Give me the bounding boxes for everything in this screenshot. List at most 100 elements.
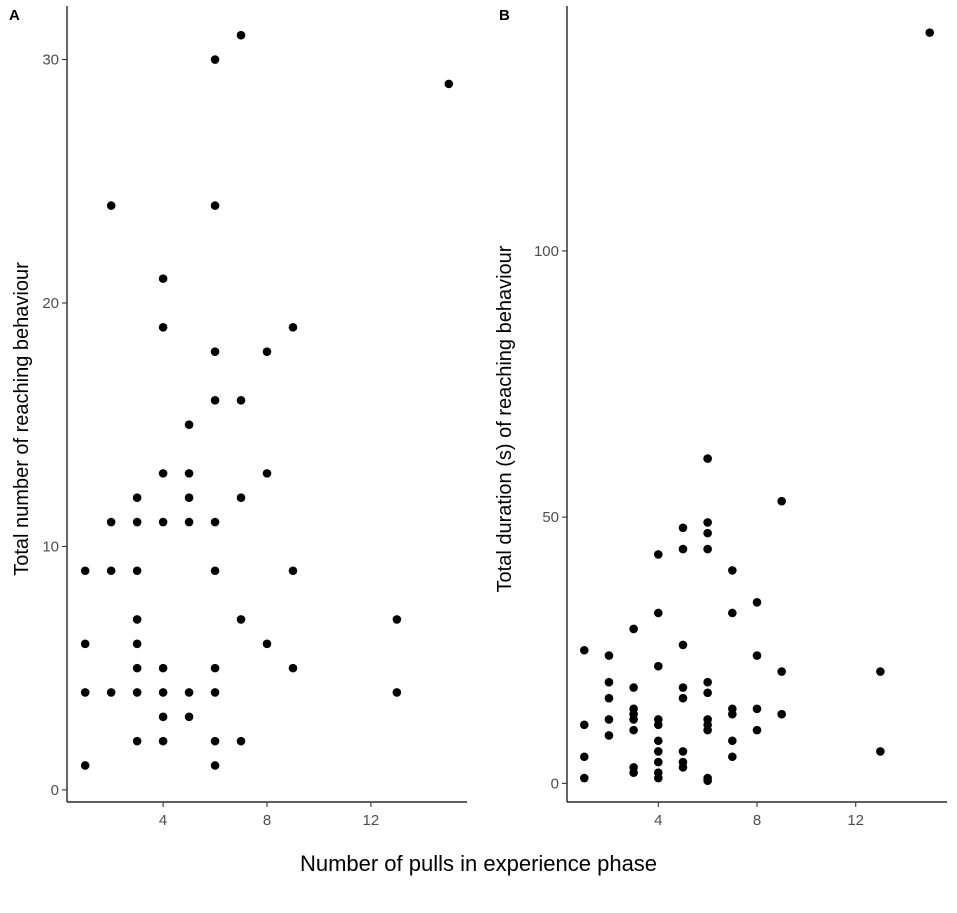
data-point <box>106 566 116 576</box>
data-point <box>653 550 663 559</box>
data-point <box>703 773 712 783</box>
data-point <box>777 667 786 676</box>
data-point <box>210 761 220 770</box>
data-point <box>728 736 737 746</box>
data-point <box>158 712 168 722</box>
x-tick-label: 4 <box>159 812 167 829</box>
data-point <box>132 639 142 649</box>
data-point <box>184 688 194 697</box>
data-point <box>80 566 90 576</box>
data-point <box>678 640 688 650</box>
data-point <box>236 493 246 503</box>
data-point <box>236 615 246 624</box>
data-point <box>80 761 90 770</box>
data-point <box>106 201 116 210</box>
data-point <box>728 752 737 762</box>
data-point <box>703 544 712 554</box>
data-point <box>392 615 402 624</box>
data-point <box>210 517 220 527</box>
data-point <box>604 693 614 703</box>
panel-b: B 4 8 12 0 50 100 Total duration (s) of reachin… <box>494 6 947 829</box>
data-point <box>236 396 246 405</box>
data-point <box>728 608 737 618</box>
x-tick-label: 12 <box>847 812 864 829</box>
data-point <box>876 747 885 756</box>
data-point <box>604 731 614 740</box>
data-point <box>132 566 142 576</box>
data-point <box>184 420 194 429</box>
data-point <box>728 704 737 714</box>
data-point <box>752 725 762 735</box>
data-point <box>579 752 589 762</box>
data-point <box>678 523 688 533</box>
data-point <box>629 683 638 692</box>
data-point <box>629 624 638 634</box>
data-point <box>876 667 885 676</box>
data-point <box>579 645 589 655</box>
data-point <box>184 712 194 722</box>
x-tick-label: 4 <box>654 812 662 829</box>
data-point <box>703 518 712 527</box>
x-tick-label: 8 <box>753 812 761 829</box>
y-tick-label: 0 <box>51 782 59 799</box>
data-point <box>158 323 168 332</box>
data-point <box>678 683 688 692</box>
data-point <box>703 677 712 687</box>
data-point <box>604 677 614 687</box>
data-point <box>678 544 688 554</box>
data-point <box>703 454 712 463</box>
data-point <box>728 566 737 575</box>
panel-letter: A <box>9 7 20 24</box>
data-point <box>132 688 142 697</box>
data-point <box>653 747 663 756</box>
data-point <box>678 757 688 767</box>
data-point <box>629 763 638 772</box>
data-point <box>579 720 589 730</box>
data-point <box>210 566 220 576</box>
data-point <box>678 693 688 703</box>
data-point <box>703 528 712 538</box>
data-point <box>184 517 194 527</box>
y-axis-title: Total duration (s) of reaching behaviour <box>494 245 516 592</box>
y-tick-label: 10 <box>42 538 59 555</box>
data-point <box>158 688 168 697</box>
data-point <box>132 736 142 746</box>
data-point <box>210 55 220 64</box>
data-point <box>653 715 663 724</box>
data-point <box>210 688 220 697</box>
data-point <box>236 30 246 40</box>
data-point <box>80 688 90 697</box>
y-tick-label: 0 <box>551 775 559 792</box>
data-point <box>653 736 663 746</box>
data-point <box>777 496 786 506</box>
data-point <box>210 201 220 210</box>
data-point <box>210 663 220 673</box>
panel-a: A 4 8 12 0 10 20 30 Total number of reaching beh… <box>9 6 467 829</box>
data-point <box>80 639 90 649</box>
data-point <box>604 715 614 724</box>
data-point <box>288 663 298 673</box>
data-point <box>629 725 638 735</box>
data-point <box>678 747 688 756</box>
shared-x-axis-title: Number of pulls in experience phase <box>299 851 658 876</box>
data-point <box>210 736 220 746</box>
data-point <box>158 274 168 283</box>
data-point <box>752 704 762 714</box>
data-point <box>262 347 272 356</box>
data-point <box>132 493 142 503</box>
x-tick-label: 8 <box>263 812 271 829</box>
data-point <box>158 469 168 478</box>
data-point <box>158 517 168 527</box>
y-tick-label: 20 <box>42 295 59 312</box>
data-point <box>653 661 663 671</box>
data-point <box>752 598 762 607</box>
data-point <box>158 663 168 673</box>
data-point <box>132 517 142 527</box>
y-tick-label: 100 <box>534 243 559 260</box>
data-point <box>653 757 663 767</box>
x-tick-label: 12 <box>363 812 380 829</box>
y-tick-label: 30 <box>42 52 59 69</box>
data-point <box>444 79 454 89</box>
data-point <box>210 347 220 356</box>
